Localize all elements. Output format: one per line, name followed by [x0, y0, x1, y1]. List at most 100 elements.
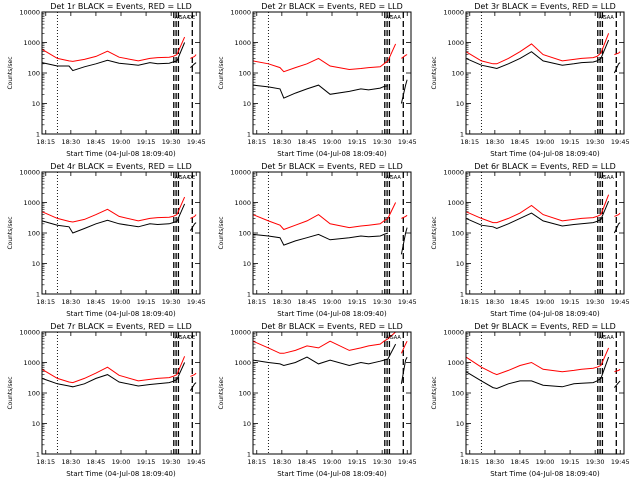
- x-tick-label: 18:30: [485, 298, 504, 306]
- x-tick-label: 19:00: [112, 298, 131, 306]
- x-tick-label: 18:30: [61, 138, 80, 146]
- y-axis-label: Counts/sec: [7, 56, 14, 89]
- events-series-line: [252, 79, 408, 104]
- flag-label-at: AT: [599, 15, 606, 21]
- x-tick-label: 19:15: [561, 138, 580, 146]
- x-tick-label: 19:00: [323, 458, 342, 466]
- flag-label-at: AT: [175, 175, 182, 181]
- lld-series-line: [465, 347, 621, 376]
- x-tick-label: 18:15: [36, 138, 55, 146]
- y-tick-label: 10: [32, 420, 40, 428]
- chart-panel-3: Det 3r BLACK = Events, RED = LLD Counts/s…: [431, 2, 630, 158]
- chart-panel-2: Det 2r BLACK = Events, RED = LLD Counts/s…: [218, 2, 417, 158]
- y-tick-label: 1000: [234, 39, 251, 47]
- x-tick-label: 18:45: [87, 298, 106, 306]
- x-axis-label: Start Time (04-Jul-08 18:09:40): [66, 150, 176, 158]
- chart-title: Det 2r BLACK = Events, RED = LLD: [261, 2, 403, 11]
- y-tick-label: 100: [452, 390, 464, 398]
- y-tick-label: 10: [243, 100, 251, 108]
- flag-label-saa: SAA: [391, 335, 402, 341]
- lld-series-line: [252, 331, 408, 354]
- x-tick-label: 19:30: [373, 138, 392, 146]
- x-tick-label: 18:15: [36, 298, 55, 306]
- x-tick-label: 18:30: [485, 458, 504, 466]
- y-tick-label: 100: [28, 390, 40, 398]
- x-tick-label: 18:15: [247, 298, 266, 306]
- events-series-line: [41, 203, 197, 234]
- x-tick-label: 19:30: [162, 458, 181, 466]
- chart-panel-8: Det 8r BLACK = Events, RED = LLD Counts/s…: [218, 322, 417, 478]
- y-tick-label: 1: [247, 291, 251, 299]
- x-tick-label: 19:45: [187, 298, 206, 306]
- y-axis-label: Counts/sec: [431, 216, 438, 249]
- x-tick-label: 19:30: [586, 138, 605, 146]
- flag-label-saa: SAA: [180, 175, 191, 181]
- y-tick-label: 10000: [230, 329, 251, 337]
- y-tick-label: 1: [247, 131, 251, 139]
- x-axis-label: Start Time (04-Jul-08 18:09:40): [490, 310, 600, 318]
- y-tick-label: 1: [460, 131, 464, 139]
- lld-series-line: [252, 202, 408, 231]
- x-axis-label: Start Time (04-Jul-08 18:09:40): [277, 150, 387, 158]
- chart-title: Det 1r BLACK = Events, RED = LLD: [50, 2, 192, 11]
- y-tick-label: 1: [36, 131, 40, 139]
- y-tick-label: 10000: [19, 169, 40, 177]
- flag-label-at: AT: [599, 335, 606, 341]
- y-tick-label: 1: [36, 291, 40, 299]
- y-tick-label: 1000: [234, 359, 251, 367]
- x-tick-label: 19:15: [137, 138, 156, 146]
- chart-title: Det 5r BLACK = Events, RED = LLD: [261, 162, 403, 171]
- y-axis-label: Counts/sec: [218, 56, 225, 89]
- x-axis-label: Start Time (04-Jul-08 18:09:40): [277, 310, 387, 318]
- y-tick-label: 1000: [23, 39, 40, 47]
- lld-series-line: [41, 36, 197, 62]
- chart-title: Det 7r BLACK = Events, RED = LLD: [50, 322, 192, 331]
- x-tick-label: 19:30: [586, 458, 605, 466]
- x-tick-label: 19:30: [373, 298, 392, 306]
- plot-frame: [252, 11, 412, 135]
- y-tick-label: 10000: [443, 169, 464, 177]
- x-tick-label: 19:45: [398, 138, 417, 146]
- x-tick-label: 19:00: [536, 298, 555, 306]
- x-tick-label: 19:30: [373, 458, 392, 466]
- x-tick-label: 19:00: [112, 458, 131, 466]
- y-tick-label: 10: [456, 100, 464, 108]
- plot-frame: [465, 171, 625, 295]
- chart-title: Det 9r BLACK = Events, RED = LLD: [474, 322, 616, 331]
- y-axis-label: Counts/sec: [218, 216, 225, 249]
- y-tick-label: 10000: [443, 9, 464, 17]
- x-tick-label: 18:15: [460, 298, 479, 306]
- plot-frame: [41, 171, 201, 295]
- y-tick-label: 100: [239, 230, 251, 238]
- chart-title: Det 6r BLACK = Events, RED = LLD: [474, 162, 616, 171]
- x-tick-label: 19:00: [323, 298, 342, 306]
- y-tick-label: 10: [243, 260, 251, 268]
- y-tick-label: 10: [32, 260, 40, 268]
- y-tick-label: 1000: [23, 199, 40, 207]
- y-tick-label: 100: [28, 70, 40, 78]
- flag-label-at: AT: [175, 15, 182, 21]
- x-tick-label: 18:45: [298, 458, 317, 466]
- flag-label-saa: SAA: [391, 15, 402, 21]
- x-tick-label: 19:15: [561, 458, 580, 466]
- flag-label-de: DE: [188, 175, 195, 181]
- y-tick-label: 10: [243, 420, 251, 428]
- x-tick-label: 18:30: [272, 138, 291, 146]
- y-tick-label: 100: [452, 230, 464, 238]
- x-tick-label: 19:15: [561, 298, 580, 306]
- flag-label-de: DE: [188, 15, 195, 21]
- x-tick-label: 18:15: [460, 138, 479, 146]
- events-series-line: [465, 39, 621, 74]
- x-tick-label: 19:15: [348, 138, 367, 146]
- y-axis-label: Counts/sec: [218, 376, 225, 409]
- x-tick-label: 19:00: [536, 138, 555, 146]
- x-tick-label: 18:45: [87, 138, 106, 146]
- x-tick-label: 19:45: [611, 298, 630, 306]
- y-tick-label: 1: [460, 291, 464, 299]
- x-tick-label: 19:45: [611, 138, 630, 146]
- y-tick-label: 100: [28, 230, 40, 238]
- y-axis-label: Counts/sec: [7, 216, 14, 249]
- y-axis-label: Counts/sec: [431, 56, 438, 89]
- x-tick-label: 18:45: [87, 458, 106, 466]
